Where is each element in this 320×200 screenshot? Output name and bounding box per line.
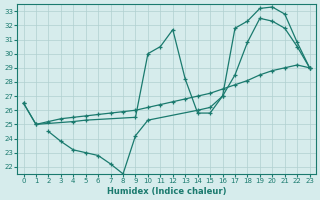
X-axis label: Humidex (Indice chaleur): Humidex (Indice chaleur) <box>107 187 226 196</box>
